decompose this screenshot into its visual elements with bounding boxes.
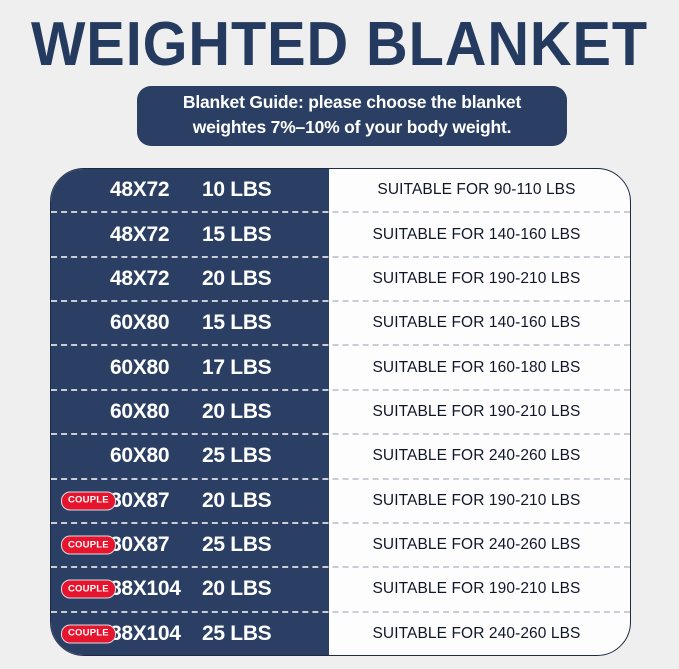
row-size-cell: 60X80 20 LBS <box>51 400 329 424</box>
couple-badge: COUPLE <box>61 579 116 599</box>
blanket-guide-banner: Blanket Guide: please choose the blanket… <box>137 86 567 146</box>
suitable-weight-range: SUITABLE FOR 240-260 LBS <box>372 447 581 465</box>
blanket-size-value: 48X72 <box>110 178 170 202</box>
blanket-weight-value: 15 LBS <box>202 222 272 246</box>
blanket-weight-value: 20 LBS <box>202 399 272 423</box>
row-size-cell: 60X80 25 LBS <box>51 444 329 468</box>
suitable-weight-range: SUITABLE FOR 240-260 LBS <box>372 536 581 554</box>
row-size-cell: 48X72 10 LBS <box>51 178 329 202</box>
couple-badge: COUPLE <box>61 624 116 644</box>
table-row: COUPLE 80X87 20 LBS SUITABLE FOR 190-210 LB… <box>51 477 630 522</box>
table-row: 48X72 10 LBS SUITABLE FOR 90-110 LBS <box>51 169 630 211</box>
blanket-weight-value: 25 LBS <box>202 621 272 645</box>
couple-badge: COUPLE <box>61 535 116 555</box>
row-size-cell: COUPLE 88X104 25 LBS <box>51 622 329 646</box>
suitable-weight-range: SUITABLE FOR 190-210 LBS <box>372 269 581 287</box>
blanket-weight-value: 10 LBS <box>202 178 272 202</box>
blanket-size-value: 60X80 <box>110 399 170 423</box>
table-row: 48X72 15 LBS SUITABLE FOR 140-160 LBS <box>51 211 630 255</box>
guide-text-line-1: Blanket Guide: please choose the blanket <box>182 92 522 112</box>
blanket-size-value: 80X87 <box>110 533 170 557</box>
row-size-cell: 60X80 15 LBS <box>51 311 329 335</box>
blanket-weight-value: 20 LBS <box>202 488 272 512</box>
blanket-weight-value: 25 LBS <box>202 444 272 468</box>
size-chart-card: 48X72 10 LBS SUITABLE FOR 90-110 LBS 48X72 1… <box>50 168 631 656</box>
row-size-cell: 60X80 17 LBS <box>51 356 329 380</box>
blanket-weight-value: 15 LBS <box>202 311 272 335</box>
blanket-size-value: 88X104 <box>110 621 181 645</box>
table-row: COUPLE 80X87 25 LBS SUITABLE FOR 240-260 LB… <box>51 521 630 566</box>
row-size-cell: COUPLE 88X104 20 LBS <box>51 577 329 601</box>
guide-text-line-2: weightes 7%–10% of your body weight. <box>192 117 512 137</box>
table-row: 60X80 20 LBS SUITABLE FOR 190-210 LBS <box>51 388 630 433</box>
suitable-weight-range: SUITABLE FOR 90-110 LBS <box>377 181 576 199</box>
table-row: COUPLE 88X104 20 LBS SUITABLE FOR 190-210 L… <box>51 566 630 610</box>
table-row: COUPLE 88X104 25 LBS SUITABLE FOR 240-260 L… <box>51 610 630 655</box>
blanket-size-value: 60X80 <box>110 311 170 335</box>
row-size-cell: 48X72 15 LBS <box>51 223 329 247</box>
blanket-weight-value: 17 LBS <box>202 355 272 379</box>
couple-badge: COUPLE <box>61 491 116 511</box>
blanket-size-value: 60X80 <box>110 444 170 468</box>
blanket-weight-value: 20 LBS <box>202 266 272 290</box>
blanket-size-value: 48X72 <box>110 266 170 290</box>
row-size-cell: COUPLE 80X87 25 LBS <box>51 533 329 557</box>
suitable-weight-range: SUITABLE FOR 190-210 LBS <box>372 491 581 509</box>
suitable-weight-range: SUITABLE FOR 140-160 LBS <box>372 225 581 243</box>
blanket-size-value: 48X72 <box>110 222 170 246</box>
table-row: 48X72 20 LBS SUITABLE FOR 190-210 LBS <box>51 255 630 300</box>
table-row: 60X80 15 LBS SUITABLE FOR 140-160 LBS <box>51 300 630 344</box>
suitable-weight-range: SUITABLE FOR 140-160 LBS <box>372 314 581 332</box>
blanket-size-value: 80X87 <box>110 488 170 512</box>
table-row: 60X80 25 LBS SUITABLE FOR 240-260 LBS <box>51 433 630 477</box>
suitable-weight-range: SUITABLE FOR 160-180 LBS <box>372 358 581 376</box>
blanket-weight-value: 20 LBS <box>202 577 272 601</box>
table-row: 60X80 17 LBS SUITABLE FOR 160-180 LBS <box>51 344 630 388</box>
row-size-cell: COUPLE 80X87 20 LBS <box>51 489 329 513</box>
blanket-weight-value: 25 LBS <box>202 533 272 557</box>
blanket-size-value: 60X80 <box>110 355 170 379</box>
suitable-weight-range: SUITABLE FOR 240-260 LBS <box>372 624 581 642</box>
row-size-cell: 48X72 20 LBS <box>51 267 329 291</box>
page-title: WEIGHTED BLANKET <box>30 10 649 79</box>
suitable-weight-range: SUITABLE FOR 190-210 LBS <box>372 580 581 598</box>
blanket-size-value: 88X104 <box>110 577 181 601</box>
suitable-weight-range: SUITABLE FOR 190-210 LBS <box>372 402 581 420</box>
